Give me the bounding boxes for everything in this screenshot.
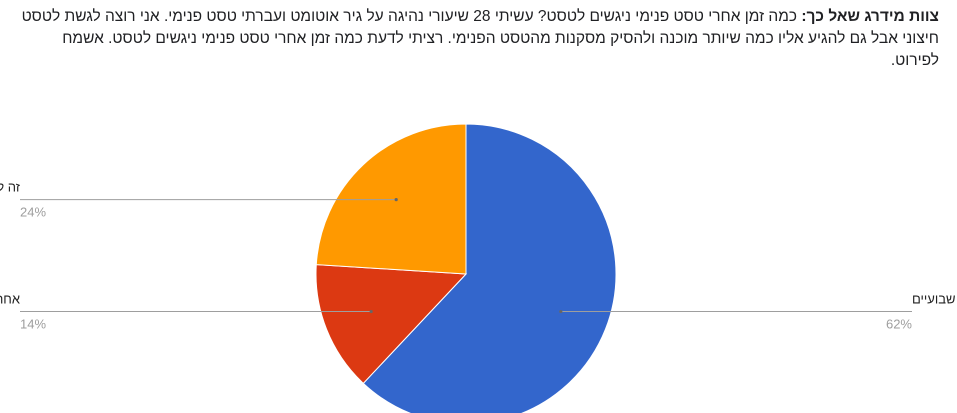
slice-percent: 14% — [20, 317, 46, 332]
slice-percent: 24% — [20, 205, 46, 220]
question-prefix: צוות מידרג שאל כך: — [801, 8, 939, 25]
slice-label: אחרי שלושה שבועות — [0, 292, 20, 307]
leader-dot — [394, 198, 398, 202]
pie-slices — [315, 123, 617, 413]
question-body: כמה זמן אחרי טסט פנימי ניגשים לטסט? עשית… — [21, 8, 939, 69]
slice-label: אחרי שבועיים — [912, 292, 957, 307]
pie-slice — [315, 123, 467, 275]
slice-percent: 62% — [886, 317, 912, 332]
pie-slice — [362, 123, 617, 413]
slice-label: זה לא משנה — [0, 180, 21, 195]
leader-dot — [369, 309, 373, 314]
leader-dot — [559, 309, 563, 314]
pie-slice — [315, 264, 468, 385]
question-text: צוות מידרג שאל כך: כמה זמן אחרי טסט פנימ… — [10, 6, 939, 72]
